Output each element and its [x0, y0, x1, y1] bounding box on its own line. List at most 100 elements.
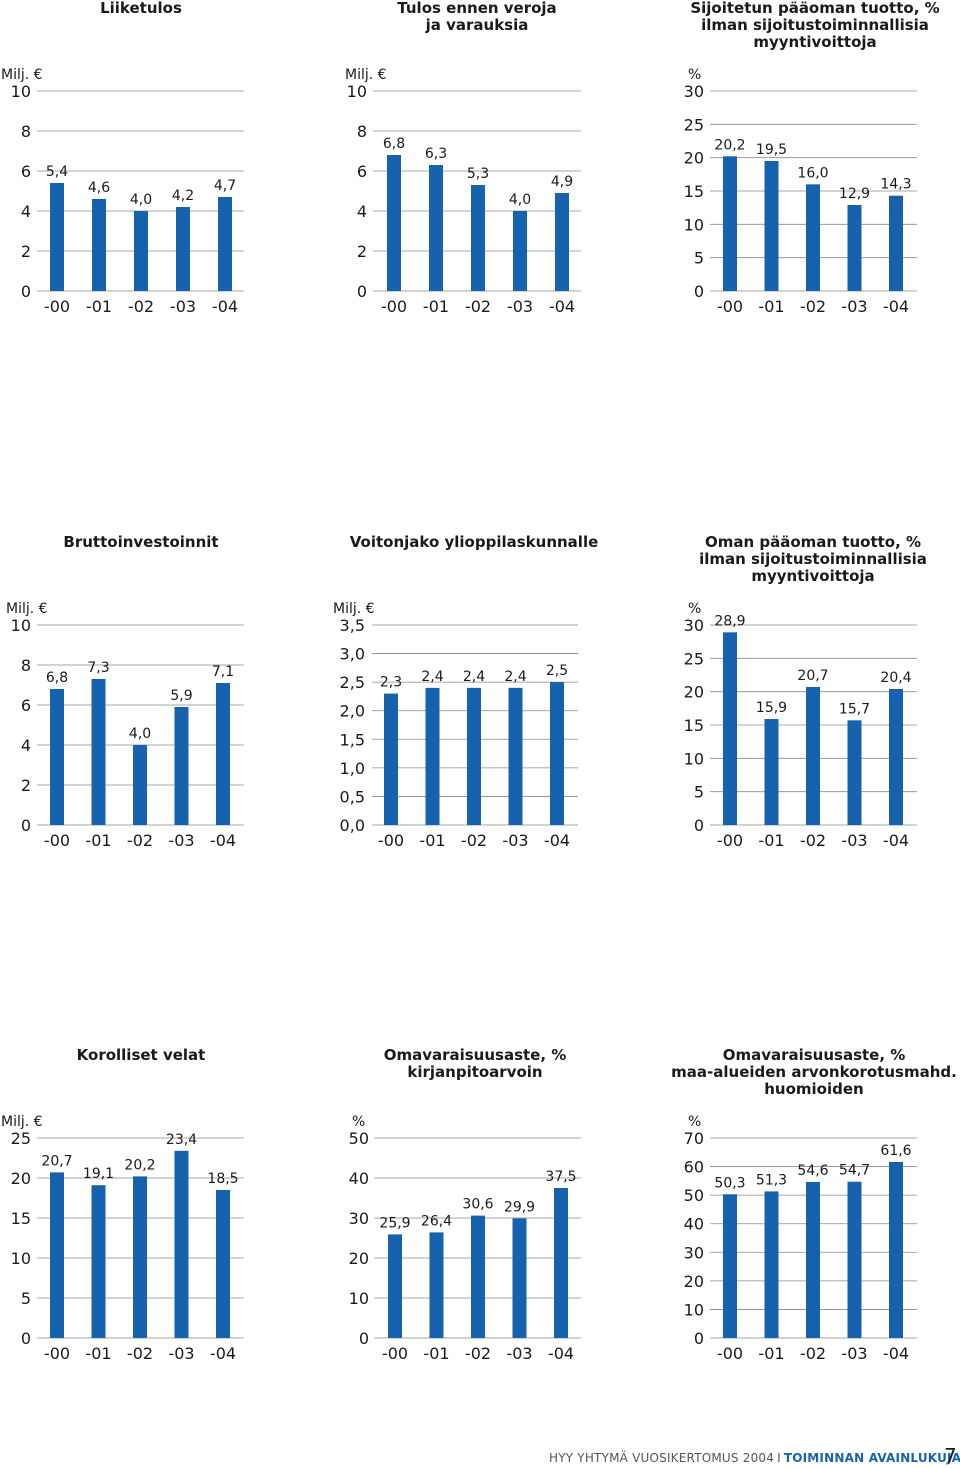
y-tick-label: 40: [349, 1169, 369, 1188]
y-tick-label: 20: [349, 1249, 369, 1268]
bar-value-label: 5,3: [467, 166, 489, 182]
y-tick-label: 25: [684, 649, 704, 668]
bar: [471, 1215, 485, 1338]
bar: [425, 687, 440, 825]
y-tick-label: 0: [21, 1329, 31, 1348]
footer-separator: I: [777, 1451, 781, 1465]
chart-title-line: myyntivoittoja: [753, 33, 876, 51]
y-tick-label: 0: [357, 282, 367, 301]
bar-value-label: 19,5: [756, 142, 787, 158]
x-tick-label: -04: [549, 297, 575, 316]
bar: [554, 1188, 568, 1338]
bar: [216, 683, 230, 825]
bar-value-label: 50,3: [714, 1175, 745, 1191]
bar: [764, 1191, 779, 1338]
y-tick-label: 2,0: [340, 702, 365, 721]
x-tick-label: -03: [507, 297, 533, 316]
bar: [847, 1181, 862, 1338]
x-tick-label: -01: [423, 1344, 449, 1363]
bar-value-label: 26,4: [421, 1213, 452, 1229]
bar: [134, 211, 148, 291]
x-tick-label: -02: [128, 297, 154, 316]
y-tick-label: 0: [359, 1329, 369, 1348]
x-tick-label: -02: [461, 831, 487, 850]
chart-title-line: Voitonjako ylioppilaskunnalle: [350, 533, 599, 551]
bar: [133, 745, 147, 825]
x-tick-label: -00: [381, 297, 407, 316]
y-tick-label: 2: [21, 242, 31, 261]
y-tick-label: 10: [347, 82, 367, 101]
y-tick-label: 8: [357, 122, 367, 141]
chart-title-line: ilman sijoitustoiminnallisia: [701, 16, 929, 34]
x-tick-label: -00: [717, 1344, 743, 1363]
chart-title-line: Liiketulos: [100, 0, 182, 17]
bar-value-label: 20,2: [714, 137, 745, 153]
bar-value-label: 14,3: [880, 177, 911, 193]
y-tick-label: 6: [357, 162, 367, 181]
y-tick-label: 60: [684, 1158, 704, 1177]
bar: [429, 1232, 444, 1338]
bar-value-label: 4,2: [172, 188, 194, 204]
x-tick-label: -01: [758, 1344, 784, 1363]
chart-panel-6: Oman pääoman tuotto, %ilman sijoitustoim…: [684, 533, 927, 850]
bar-value-label: 30,6: [462, 1197, 493, 1213]
x-tick-label: -01: [758, 831, 784, 850]
bar-value-label: 54,7: [839, 1163, 870, 1179]
y-tick-label: 1,5: [340, 730, 365, 749]
x-tick-label: -03: [506, 1344, 532, 1363]
bar: [91, 1185, 106, 1338]
bar: [174, 1150, 189, 1338]
y-tick-label: 8: [21, 656, 31, 675]
x-tick-label: -00: [382, 1344, 408, 1363]
page-number: 7: [944, 1444, 957, 1468]
bar-value-label: 37,5: [545, 1169, 576, 1185]
y-tick-label: 5: [694, 249, 704, 268]
x-tick-label: -00: [44, 831, 70, 850]
bar-value-label: 4,0: [130, 192, 152, 208]
bar: [723, 156, 737, 291]
y-tick-label: 0: [694, 1329, 704, 1348]
x-tick-label: -02: [800, 1344, 826, 1363]
y-tick-label: 10: [11, 1249, 31, 1268]
chart-panel-1: Liiketulos Milj. € 0 2 4 6 8 10 5,4 -00 4,6 -01 4,0 -…: [1, 0, 244, 316]
y-tick-label: 8: [21, 122, 31, 141]
x-tick-label: -04: [544, 831, 570, 850]
bar-value-label: 4,6: [88, 180, 110, 196]
y-tick-label: 10: [11, 616, 31, 635]
bar: [512, 1218, 527, 1338]
x-tick-label: -01: [423, 297, 449, 316]
y-tick-label: 50: [684, 1186, 704, 1205]
bar-value-label: 2,4: [421, 669, 443, 685]
y-tick-label: 50: [349, 1129, 369, 1148]
x-tick-label: -00: [717, 297, 743, 316]
bar-value-label: 4,9: [551, 174, 573, 190]
y-tick-label: 15: [11, 1209, 31, 1228]
chart-title-line: maa-alueiden arvonkorotusmahd.: [671, 1063, 957, 1081]
y-tick-label: 20: [684, 1272, 704, 1291]
bar: [555, 193, 569, 291]
bar-value-label: 23,4: [166, 1132, 197, 1148]
bar: [216, 1190, 230, 1338]
bar-value-label: 5,4: [46, 164, 68, 180]
bar: [50, 183, 64, 291]
x-tick-label: -00: [44, 1344, 70, 1363]
footer-section: TOIMINNAN AVAINLUKUJA: [783, 1451, 960, 1465]
x-tick-label: -04: [883, 297, 909, 316]
bar: [91, 679, 106, 825]
page-footer: HYY YHTYMÄ VUOSIKERTOMUS 2004 I TOIMINNAN …: [549, 1451, 960, 1465]
bar-value-label: 7,1: [212, 664, 234, 680]
chart-panel-5: Voitonjako ylioppilaskunnalle Milj. € 0,0 0…: [333, 533, 598, 850]
bar-value-label: 28,9: [714, 613, 745, 629]
y-tick-label: 3,0: [340, 645, 365, 664]
y-tick-label: 5: [21, 1289, 31, 1308]
x-tick-label: -01: [419, 831, 445, 850]
bar: [764, 719, 779, 825]
bar-value-label: 4,0: [129, 726, 151, 742]
y-tick-label: 30: [684, 82, 704, 101]
bar: [513, 211, 527, 291]
x-tick-label: -02: [127, 831, 153, 850]
y-tick-label: 20: [11, 1169, 31, 1188]
x-tick-label: -04: [210, 831, 236, 850]
y-tick-label: 10: [684, 1300, 704, 1319]
x-tick-label: -04: [212, 297, 238, 316]
